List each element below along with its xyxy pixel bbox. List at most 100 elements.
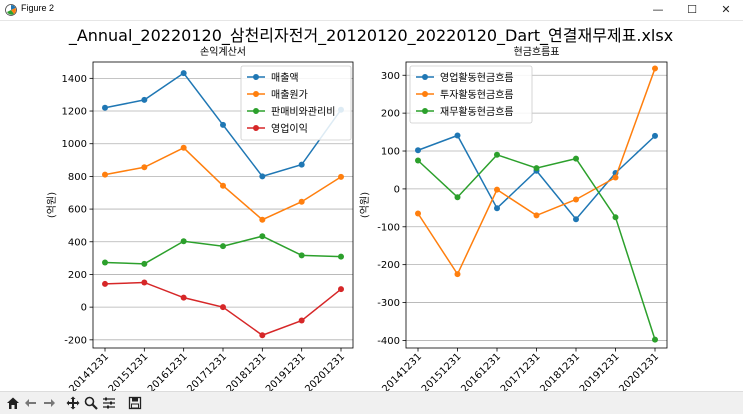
subplots-config-icon[interactable] (100, 394, 118, 412)
data-point (141, 260, 148, 267)
y-tick-label: 1000 (62, 139, 87, 150)
y-tick-label: 1400 (62, 74, 87, 85)
data-point (494, 205, 500, 212)
income-statement-axes: -200020040060080010001200140020141231201… (46, 46, 354, 391)
data-point (259, 173, 266, 180)
y-tick-label: 300 (381, 71, 400, 82)
x-tick-label: 20191231 (264, 351, 308, 391)
y-tick-label: 0 (81, 303, 87, 314)
data-point (180, 70, 187, 77)
data-point (180, 144, 187, 151)
maximize-button[interactable]: ☐ (687, 3, 697, 16)
back-arrow-icon[interactable] (22, 394, 40, 412)
data-point (573, 155, 579, 162)
y-tick-label: 1200 (62, 107, 87, 118)
matplotlib-app-icon (5, 4, 17, 16)
series-line (417, 153, 656, 340)
legend-marker (253, 91, 259, 97)
data-point (220, 121, 226, 128)
zoom-icon[interactable] (82, 394, 100, 412)
data-point (454, 194, 461, 201)
x-tick-label: 20191231 (578, 351, 622, 391)
data-point (338, 286, 344, 293)
window-title: Figure 2 (21, 3, 55, 13)
data-point (298, 317, 305, 324)
data-point (652, 336, 658, 343)
y-tick-label: -400 (377, 336, 400, 347)
data-point (298, 252, 305, 259)
data-point (533, 212, 540, 219)
y-tick-label: 0 (394, 184, 400, 195)
data-point (415, 157, 421, 164)
data-point (573, 196, 579, 203)
data-point (454, 132, 461, 139)
data-point (612, 214, 619, 221)
axes-frame (405, 61, 668, 349)
data-point (415, 147, 421, 154)
forward-arrow-icon[interactable] (40, 394, 58, 412)
legend-marker (253, 74, 259, 80)
axes-frame (92, 61, 354, 349)
x-tick-label: 20201231 (617, 351, 661, 391)
data-point (259, 332, 266, 339)
legend-label: 매출원가 (271, 89, 308, 101)
legend-marker (422, 74, 428, 80)
data-point (298, 161, 305, 168)
save-icon[interactable] (126, 394, 144, 412)
y-tick-label: 200 (68, 270, 87, 281)
y-tick-label: 400 (68, 237, 87, 248)
window-titlebar: Figure 2 — ☐ ✕ (0, 0, 743, 21)
y-tick-label: -200 (377, 260, 400, 271)
series-line (417, 134, 656, 221)
data-point (652, 132, 658, 139)
data-point (494, 151, 500, 158)
data-point (259, 216, 266, 223)
series-line (104, 235, 342, 265)
legend-label: 영업이익 (271, 122, 308, 135)
legend-box (240, 65, 352, 141)
y-tick-label: 100 (381, 147, 400, 158)
data-point (141, 279, 148, 286)
data-point (573, 216, 579, 223)
data-point (612, 174, 619, 181)
y-tick-label: -300 (377, 298, 400, 309)
y-tick-label: 600 (68, 205, 87, 216)
figure-suptitle: _Annual_20220120_삼천리자전거_20120120_2022012… (68, 26, 673, 46)
data-point (220, 243, 226, 250)
legend-marker (253, 108, 259, 114)
data-point (102, 171, 108, 178)
figure-canvas: _Annual_20220120_삼천리자전거_20120120_2022012… (46, 26, 673, 391)
minimize-button[interactable]: — (652, 3, 664, 16)
y-tick-label: -100 (377, 222, 400, 233)
data-point (298, 198, 305, 205)
home-icon[interactable] (4, 394, 22, 412)
legend-marker (422, 91, 428, 97)
data-point (415, 210, 421, 217)
legend-label: 투자활동현금흐름 (440, 88, 514, 101)
legend-box (409, 65, 533, 124)
axes-title: 현금흐름표 (514, 46, 560, 58)
data-point (533, 165, 540, 172)
data-point (494, 186, 500, 193)
data-point (141, 96, 148, 103)
data-point (141, 164, 148, 171)
cash-flow-axes: -400 -300 -200 -100 0 100 200 300 20141231201512… (359, 46, 668, 391)
y-tick-label: 200 (381, 109, 400, 120)
x-tick-label: 20171231 (499, 351, 543, 391)
pan-icon[interactable] (64, 394, 82, 412)
data-point (338, 173, 344, 180)
data-point (102, 259, 108, 266)
x-tick-label: 20151231 (420, 351, 464, 391)
data-point (102, 104, 108, 111)
legend-marker (422, 108, 428, 114)
x-tick-label: 20161231 (146, 351, 190, 391)
legend-label: 판매비와관리비 (271, 106, 335, 118)
data-point (180, 294, 187, 301)
axes-title: 손익계산서 (200, 46, 246, 58)
legend-label: 재무활동현금흐름 (440, 105, 514, 118)
x-tick-label: 20201231 (303, 351, 347, 391)
data-point (338, 253, 344, 260)
close-button[interactable]: ✕ (721, 3, 731, 16)
y-tick-label: 800 (68, 172, 87, 183)
x-tick-label: 20171231 (185, 351, 229, 391)
